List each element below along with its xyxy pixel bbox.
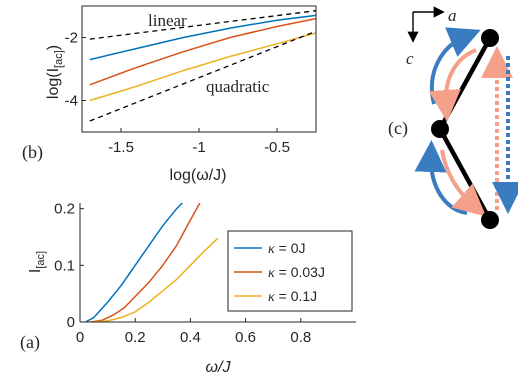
- site-middle: [431, 120, 449, 138]
- site-top: [481, 29, 499, 47]
- panel-a-ytick-label: 0: [67, 314, 75, 331]
- panel-a-xticks: 0 0.2 0.4 0.6 0.8: [76, 318, 311, 346]
- panel-a-series-group: [85, 203, 219, 322]
- legend-entry-label: κ = 0.1J: [268, 288, 317, 305]
- panel-b-series-quadratic-guide: [89, 30, 316, 122]
- panel-b-series-line-2: [89, 32, 316, 102]
- panel-b-ylabel-sub: [ac]: [53, 50, 65, 68]
- panel-b-ytick-label: -2: [65, 30, 78, 47]
- panel-a-ytick-label: 0.2: [54, 201, 75, 218]
- panel-b-ytick-label: -4: [65, 93, 78, 110]
- legend-entry-label: κ = 0J: [268, 240, 305, 257]
- panel-c-label: (c): [388, 118, 408, 139]
- panel-a-ylabel-main: I: [27, 269, 44, 273]
- panel-a-series-line-0: [85, 203, 184, 322]
- panel-a-label: (a): [20, 332, 40, 353]
- panel-b-yticks: -2 -4: [65, 30, 86, 110]
- panel-c: (c) a c: [388, 6, 518, 229]
- panel-b-series-line-1: [89, 17, 316, 86]
- panel-a-xlabel: ω/J: [206, 359, 232, 376]
- panel-b-series-group: [89, 10, 316, 122]
- panel-b-series-linear-guide: [89, 10, 316, 40]
- panel-a-ytick-label: 0.1: [54, 257, 75, 274]
- salmon-curved-arrow-bottom: [440, 149, 487, 217]
- panel-b-xtick-label: -1: [192, 139, 205, 156]
- panel-a-xtick-label: 0: [76, 329, 84, 346]
- panel-a-ylabel-sub: [ac]: [35, 251, 47, 269]
- panel-b-series-line-0: [89, 14, 316, 61]
- annotation-quadratic: quadratic: [206, 77, 270, 96]
- legend-box: [227, 230, 353, 312]
- panel-a-xtick-label: 0.4: [180, 329, 201, 346]
- panel-b-xlabel: log(ω/J): [170, 167, 227, 184]
- panel-b-ylabel-close: ): [45, 45, 62, 50]
- panel-b-xtick-label: -0.5: [264, 139, 290, 156]
- legend-entry-label: κ = 0.03J: [268, 264, 325, 281]
- annotation-linear: linear: [148, 11, 187, 30]
- panel-b-xtick-label: -1.5: [108, 139, 134, 156]
- panel-a-series-line-1: [90, 203, 201, 322]
- panel-b: -1.5 -1 -0.5 -2 -4 linear quadratic log(ω/J…: [22, 5, 317, 184]
- panel-b-xticks: -1.5 -1 -0.5: [108, 128, 290, 156]
- panel-b-ylabel-main: log(I: [45, 68, 62, 99]
- panel-a-ylabel: I[ac]: [27, 251, 47, 273]
- svg-text:log(I[ac]): log(I[ac]): [45, 45, 65, 99]
- axis-a-label: a: [448, 6, 457, 25]
- panel-b-label: (b): [22, 142, 43, 163]
- panel-a-series-line-2: [93, 237, 219, 322]
- svg-text:I[ac]: I[ac]: [27, 251, 47, 273]
- panel-a-xtick-label: 0.6: [235, 329, 256, 346]
- panel-a-legend: κ = 0J κ = 0.03J κ = 0.1J: [227, 230, 353, 312]
- panel-a-xtick-label: 0.2: [125, 329, 146, 346]
- panel-a: 0 0.2 0.4 0.6 0.8 0 0.1 0.2 ω/J I[ac] (a) κ = …: [20, 201, 356, 376]
- axis-c-label: c: [406, 49, 414, 68]
- panel-b-ylabel: log(I[ac]): [45, 45, 65, 99]
- site-bottom: [481, 211, 499, 229]
- panel-a-yticks: 0 0.1 0.2: [54, 201, 84, 331]
- panel-a-xtick-label: 0.8: [290, 329, 311, 346]
- salmon-curved-arrow-top: [428, 48, 477, 122]
